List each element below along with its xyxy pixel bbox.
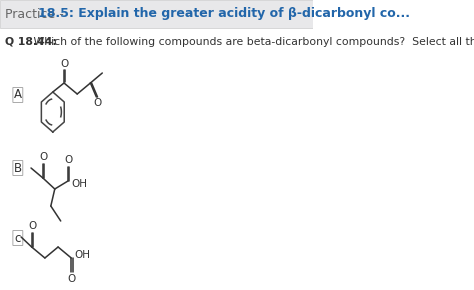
Text: c: c bbox=[15, 231, 21, 244]
Text: Which of the following compounds are beta-dicarbonyl compounds?  Select all that: Which of the following compounds are bet… bbox=[30, 37, 474, 47]
Text: O: O bbox=[68, 274, 76, 284]
Text: Q 18.44:: Q 18.44: bbox=[5, 37, 57, 47]
Text: OH: OH bbox=[74, 250, 91, 260]
Text: OH: OH bbox=[71, 179, 87, 189]
Text: O: O bbox=[64, 155, 73, 165]
Text: 18.5: Explain the greater acidity of β-dicarbonyl co...: 18.5: Explain the greater acidity of β-d… bbox=[38, 8, 410, 21]
Text: Practice -: Practice - bbox=[5, 8, 68, 21]
FancyBboxPatch shape bbox=[13, 88, 23, 102]
Text: O: O bbox=[39, 152, 48, 162]
FancyBboxPatch shape bbox=[0, 0, 313, 28]
Text: O: O bbox=[93, 98, 102, 108]
Text: O: O bbox=[61, 59, 69, 69]
FancyBboxPatch shape bbox=[13, 231, 23, 246]
Text: B: B bbox=[14, 162, 22, 175]
Text: A: A bbox=[14, 88, 22, 102]
Text: O: O bbox=[28, 221, 36, 231]
FancyBboxPatch shape bbox=[13, 160, 23, 175]
